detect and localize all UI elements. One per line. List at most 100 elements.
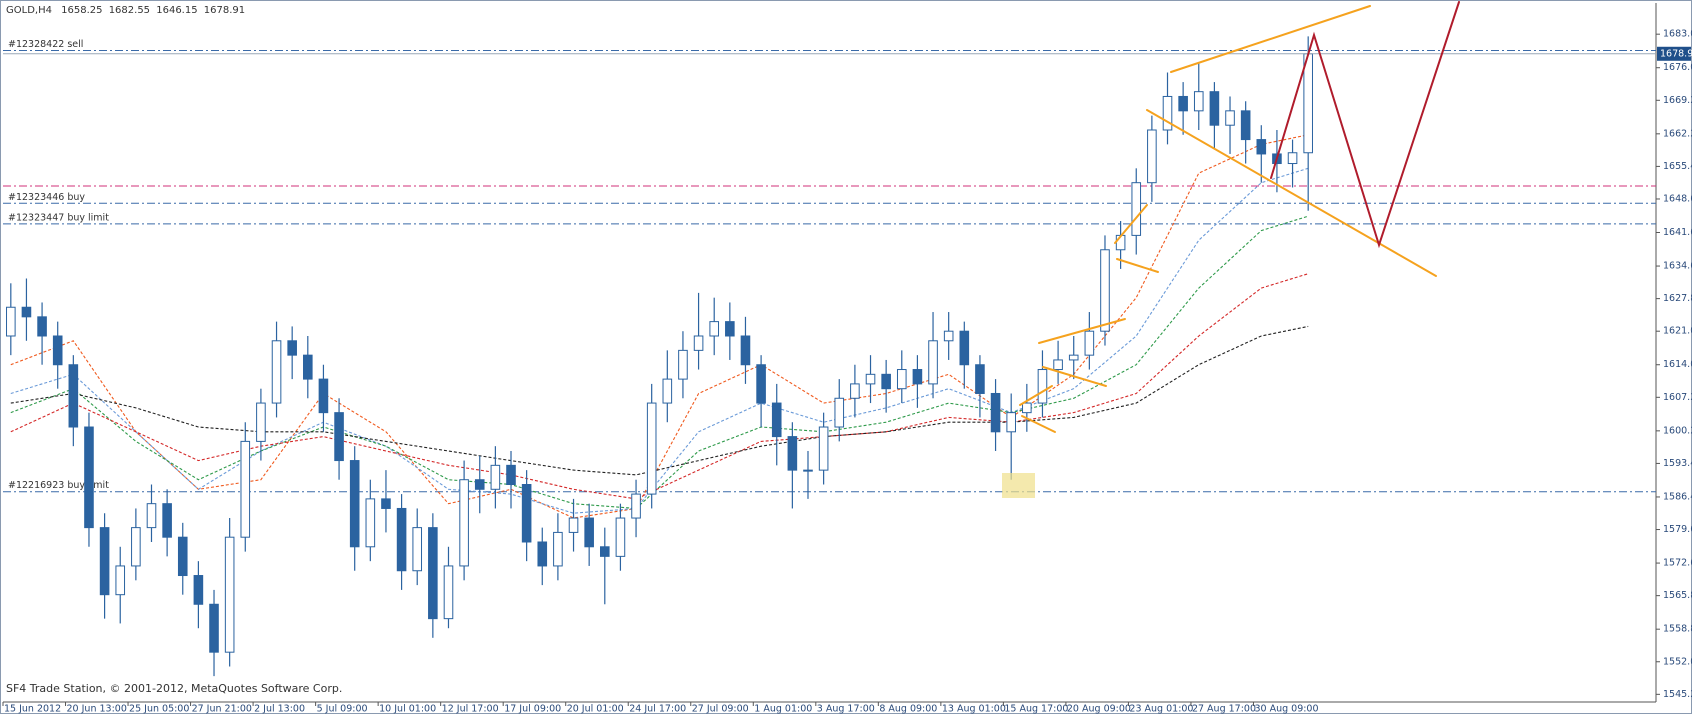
candle-body — [1240, 110, 1251, 141]
candle-body — [693, 335, 704, 351]
y-tick-label: 1683.00 — [1663, 29, 1692, 40]
candle-body — [803, 469, 813, 472]
candle-body — [365, 498, 376, 548]
moving-average — [10, 325, 1309, 476]
candle-body — [834, 397, 845, 428]
trendline — [1019, 385, 1053, 406]
y-tick-label: 1621.00 — [1663, 326, 1692, 337]
y-tick-label: 1607.20 — [1663, 392, 1692, 403]
y-tick-label: 1552.00 — [1663, 656, 1692, 667]
x-tick-label: 20 Jul 01:00 — [567, 704, 624, 714]
x-tick-label: 8 Aug 09:00 — [879, 704, 937, 714]
candle-body — [146, 503, 157, 529]
candle-body — [6, 306, 16, 337]
candle-body — [1037, 369, 1048, 404]
highlight-box — [1002, 473, 1035, 498]
trendline — [1114, 204, 1148, 244]
candle-body — [459, 479, 469, 567]
candle-body — [599, 546, 610, 557]
candle-body — [1162, 95, 1173, 131]
candle-body — [84, 426, 94, 529]
candle-body — [678, 349, 688, 380]
candle-body — [443, 565, 454, 620]
candle-body — [865, 373, 876, 385]
candle-body — [428, 527, 438, 620]
candle-body — [99, 527, 110, 596]
y-tick-label: 1545.20 — [1663, 689, 1692, 700]
y-tick-label: 1662.20 — [1663, 128, 1692, 139]
candle-body — [115, 565, 126, 596]
x-tick-label: 13 Aug 01:00 — [942, 704, 1006, 714]
y-tick-label: 1579.60 — [1663, 524, 1692, 535]
candle-body — [990, 392, 1001, 433]
last-low: 1646.15 — [156, 5, 197, 16]
y-tick-label: 1648.60 — [1663, 193, 1692, 204]
candle-body — [584, 517, 594, 548]
x-tick-label: 30 Aug 09:00 — [1254, 704, 1318, 714]
candle-body — [1287, 152, 1298, 165]
candle-body — [568, 517, 579, 533]
candle-body — [334, 412, 344, 462]
candle-body — [615, 517, 626, 557]
x-tick-label: 5 Jul 09:00 — [317, 704, 368, 714]
order-label: #12216923 buy limit — [8, 480, 109, 491]
moving-average — [10, 134, 1309, 519]
candle-body — [131, 527, 141, 567]
x-tick-label: 27 Aug 17:00 — [1192, 704, 1256, 714]
moving-average — [10, 167, 1309, 514]
x-tick-label: 2 Jul 13:00 — [254, 704, 305, 714]
y-tick-label: 1634.60 — [1663, 261, 1692, 272]
trendline — [1038, 318, 1126, 344]
plot: #12328422 sell #12323446 buy #12323447 buy… — [3, 36, 1656, 677]
x-tick-label: 17 Jul 09:00 — [504, 704, 561, 714]
candle-body — [1022, 402, 1032, 414]
candle-body — [177, 536, 188, 577]
candle-body — [662, 378, 673, 404]
candle-body — [240, 440, 251, 538]
candle-body — [412, 527, 423, 572]
candle-body — [709, 321, 720, 337]
x-tick-label: 15 Jun 2012 — [4, 704, 61, 714]
x-tick-label: 1 Aug 01:00 — [754, 704, 812, 714]
y-tick-label: 1572.60 — [1663, 558, 1692, 569]
candle-body — [928, 340, 938, 385]
trendline — [1042, 366, 1107, 387]
y-tick-label: 1614.00 — [1663, 359, 1692, 370]
x-tick-label: 23 Aug 01:00 — [1129, 704, 1193, 714]
x-tick-label: 20 Aug 09:00 — [1067, 704, 1131, 714]
x-tick-label: 10 Jul 01:00 — [379, 704, 436, 714]
candle-body — [1193, 91, 1204, 112]
y-tick-label: 1600.20 — [1663, 425, 1692, 436]
candle-body — [1053, 359, 1063, 371]
candle-body — [850, 383, 860, 399]
y-tick-label: 1655.40 — [1663, 161, 1692, 172]
symbol: GOLD,H4 — [6, 5, 52, 16]
x-tick-label: 25 Jun 05:00 — [129, 704, 189, 714]
candle-body — [1147, 129, 1157, 184]
candle-body — [1225, 110, 1235, 126]
candle-body — [506, 464, 516, 486]
projection-zigzag — [1270, 1, 1460, 249]
candle-body — [209, 603, 219, 653]
candle-body — [287, 340, 297, 356]
last-high: 1682.55 — [109, 5, 150, 16]
last-open: 1658.25 — [61, 5, 102, 16]
candle-body — [318, 378, 329, 414]
trendline — [1116, 258, 1159, 273]
candle-body — [896, 369, 907, 390]
candle-body — [740, 335, 751, 366]
order-label: #12323447 buy limit — [8, 212, 109, 223]
candle-body — [1084, 330, 1095, 356]
candle-body — [1303, 53, 1313, 154]
candle-body — [537, 541, 548, 567]
candle-body — [1209, 91, 1220, 126]
candle-body — [881, 373, 891, 390]
candle-body — [553, 531, 563, 567]
x-tick-label: 3 Aug 17:00 — [817, 704, 875, 714]
y-tick-label: 1565.80 — [1663, 590, 1692, 601]
candle-body — [959, 330, 970, 366]
candle-body — [975, 364, 985, 394]
candle-body — [818, 426, 829, 471]
